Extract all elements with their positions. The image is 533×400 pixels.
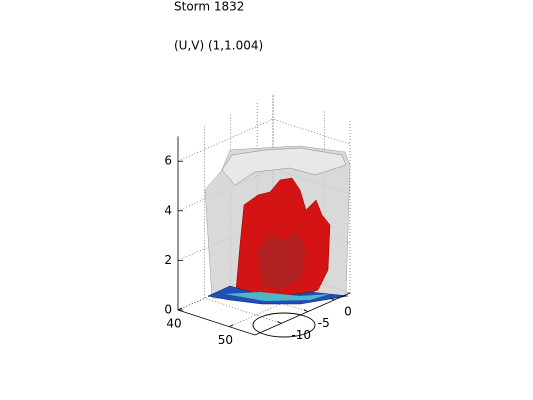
base-field: [207, 285, 349, 305]
x-tick: [229, 324, 234, 328]
y-tick-label: 0: [344, 305, 352, 319]
x-tick-label: 50: [218, 333, 233, 347]
x-axis: [177, 309, 256, 336]
isosurfaces: [204, 145, 351, 338]
red-shading: [258, 232, 306, 290]
y-tick: [277, 320, 282, 324]
chart-title: Storm 1832: [174, 0, 244, 14]
y-tick-label: -10: [291, 328, 311, 342]
y-axis: [254, 292, 351, 336]
y-tick: [303, 309, 308, 313]
z-tick-label: 2: [164, 253, 172, 267]
x-tick-label: 40: [166, 317, 181, 331]
z-tick-label: 4: [164, 203, 172, 217]
axes: 0 2 4 6 40 50 -10 -5 0: [164, 136, 352, 347]
z-tick-label: 6: [164, 154, 172, 168]
z-tick-label: 0: [164, 303, 172, 317]
y-tick-label: -5: [318, 316, 330, 330]
gray-surface-top: [221, 147, 347, 186]
storm-track: [252, 312, 316, 338]
y-tick: [329, 297, 335, 301]
x-tick: [177, 307, 183, 311]
chart-subtitle: (U,V) (1,1.004): [174, 39, 263, 53]
base-field-light: [225, 292, 330, 301]
